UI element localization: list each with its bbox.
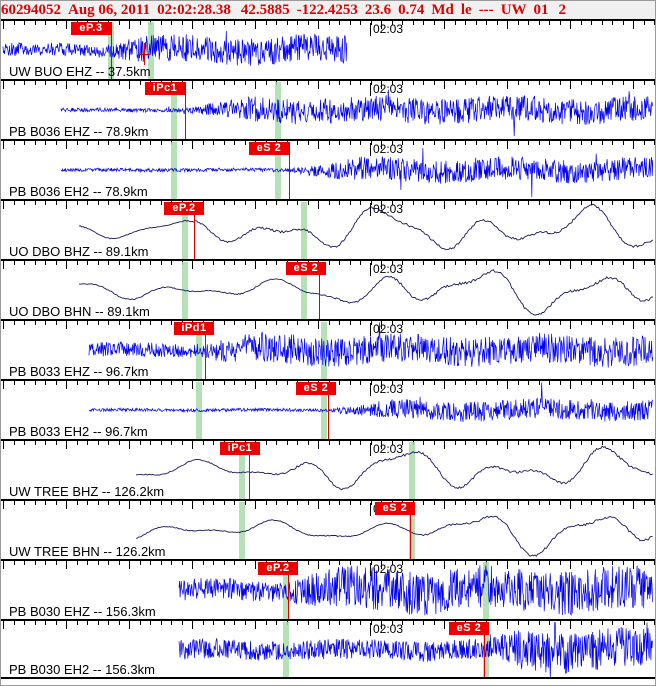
theoretical-arrival-band <box>171 82 177 139</box>
theoretical-arrival-band <box>301 202 307 259</box>
phase-pick-label[interactable]: eS 2 <box>375 502 415 515</box>
time-axis-label: 02:03 <box>370 383 403 396</box>
theoretical-arrival-band <box>182 202 188 259</box>
phase-pick-label[interactable]: iPd1 <box>174 322 214 335</box>
station-label: PB B030 EHZ -- 156.3km <box>9 604 156 619</box>
event-time: 02:02:28.38 <box>157 2 231 18</box>
phase-pick-line[interactable] <box>205 322 206 379</box>
event-magnitude-type: Md <box>431 2 454 18</box>
phase-pick-line[interactable] <box>111 22 112 79</box>
event-depth: 23.6 <box>364 2 392 18</box>
waveform-trace <box>78 203 654 251</box>
phase-pick-line[interactable] <box>319 262 320 319</box>
time-axis-label: 02:03 <box>370 623 403 636</box>
event-longitude: -122.4253 <box>296 2 358 18</box>
station-label: UW BUO EHZ -- 37.5km <box>9 64 151 79</box>
station-label: PB B033 EH2 -- 96.7km <box>9 424 148 439</box>
waveform-trace <box>88 322 654 368</box>
waveform-trace <box>60 148 654 198</box>
trace-panel[interactable]: 02:03 eS 2 PB B033 EH2 -- 96.7km <box>1 379 655 439</box>
station-label: PB B036 EHZ -- 78.9km <box>9 124 149 139</box>
phase-pick-line[interactable] <box>288 562 289 619</box>
event-magnitude: 0.74 <box>398 2 425 18</box>
theoretical-arrival-band <box>196 322 202 379</box>
phase-pick-label[interactable]: iPc1 <box>145 82 185 95</box>
event-dashes: --- <box>478 2 494 18</box>
trace-panel-stack: 02:03 eP.3 UW BUO EHZ -- 37.5km 02:03 iPc1 PB… <box>1 19 655 685</box>
phase-pick-label[interactable]: eS 2 <box>286 262 326 275</box>
time-axis-label: 02:03 <box>370 443 403 456</box>
theoretical-arrival-band <box>239 442 245 499</box>
trace-panel[interactable]: 02:03 eS 2 PB B036 EH2 -- 78.9km <box>1 139 655 199</box>
theoretical-arrival-band <box>483 562 489 619</box>
trace-panel[interactable]: 02:03 eS 2 PB B030 EH2 -- 156.3km <box>1 619 655 679</box>
time-axis-label: 02:03 <box>370 263 403 276</box>
time-axis-label: 02:03 <box>370 143 403 156</box>
station-label: UO DBO BHN -- 89.1km <box>9 304 150 319</box>
event-count-2: 2 <box>558 2 567 18</box>
station-label: PB B030 EH2 -- 156.3km <box>9 662 155 677</box>
waveform-trace <box>2 30 348 66</box>
station-label: PB B036 EH2 -- 78.9km <box>9 184 148 199</box>
station-label: PB B033 EHZ -- 96.7km <box>9 364 149 379</box>
waveform-trace <box>178 565 653 616</box>
trace-panel[interactable]: 02:03 eP.3 UW BUO EHZ -- 37.5km <box>1 19 655 79</box>
theoretical-arrival-band <box>239 502 245 559</box>
trace-panel[interactable]: 02:03 iPc1 PB B036 EHZ -- 78.9km <box>1 79 655 139</box>
time-axis-label: 02:03 <box>370 203 403 216</box>
phase-pick-label[interactable]: eS 2 <box>296 382 336 395</box>
event-id: 60294052 <box>1 2 61 18</box>
trace-panel[interactable]: 02:03 eP.2 PB B030 EHZ -- 156.3km <box>1 559 655 619</box>
phase-pick-label[interactable]: eP.2 <box>164 202 204 215</box>
time-axis-label: 02:03 <box>370 323 403 336</box>
phase-pick-label[interactable]: iPc1 <box>220 442 260 455</box>
trace-panel[interactable]: 02:03 iPc1 UW TREE BHZ -- 126.2km <box>1 439 655 499</box>
time-axis-label: 02:03 <box>370 23 403 36</box>
waveform-trace <box>135 445 653 491</box>
event-quality: le <box>460 2 472 18</box>
theoretical-arrival-band <box>409 442 415 499</box>
phase-pick-line[interactable] <box>484 622 485 677</box>
waveform-trace <box>78 269 654 316</box>
phase-pick-line[interactable] <box>249 442 250 499</box>
event-date: Aug 06, 2011 <box>68 2 151 18</box>
waveform-trace <box>60 89 654 137</box>
event-latitude: 42.5885 <box>240 2 290 18</box>
station-label: UW TREE BHZ -- 126.2km <box>9 484 165 499</box>
phase-pick-line[interactable] <box>185 82 186 139</box>
phase-pick-label[interactable]: eS 2 <box>249 142 289 155</box>
waveform-trace <box>135 515 653 557</box>
time-axis-label: 02:03 <box>370 83 403 96</box>
event-header: 60294052 Aug 06, 2011 02:02:28.38 42.5885 -1… <box>1 1 655 19</box>
event-count-1: 01 <box>533 2 549 18</box>
phase-pick-line[interactable] <box>194 202 195 259</box>
phase-pick-line[interactable] <box>289 142 290 199</box>
waveform-trace <box>178 622 653 677</box>
theoretical-arrival-band <box>196 382 202 439</box>
trace-panel[interactable]: 02:03 eS 2 UO DBO BHN -- 89.1km <box>1 259 655 319</box>
phase-pick-line[interactable] <box>410 502 411 559</box>
phase-pick-label[interactable]: eS 2 <box>449 622 489 635</box>
theoretical-arrival-band <box>301 262 307 319</box>
phase-pick-line[interactable] <box>328 382 329 439</box>
waveform-trace <box>88 382 654 422</box>
station-label: UW TREE BHN -- 126.2km <box>9 544 166 559</box>
time-axis-label: 02:03 <box>370 563 403 576</box>
trace-panel[interactable]: 02:03 iPd1 PB B033 EHZ -- 96.7km <box>1 319 655 379</box>
trace-panel[interactable]: 02:03 eP.2 UO DBO BHZ -- 89.1km <box>1 199 655 259</box>
event-network: UW <box>500 2 527 18</box>
phase-pick-label[interactable]: eP.2 <box>258 562 298 575</box>
phase-pick-label[interactable]: eP.3 <box>71 22 111 35</box>
theoretical-arrival-band <box>409 502 415 559</box>
station-label: UO DBO BHZ -- 89.1km <box>9 244 149 259</box>
